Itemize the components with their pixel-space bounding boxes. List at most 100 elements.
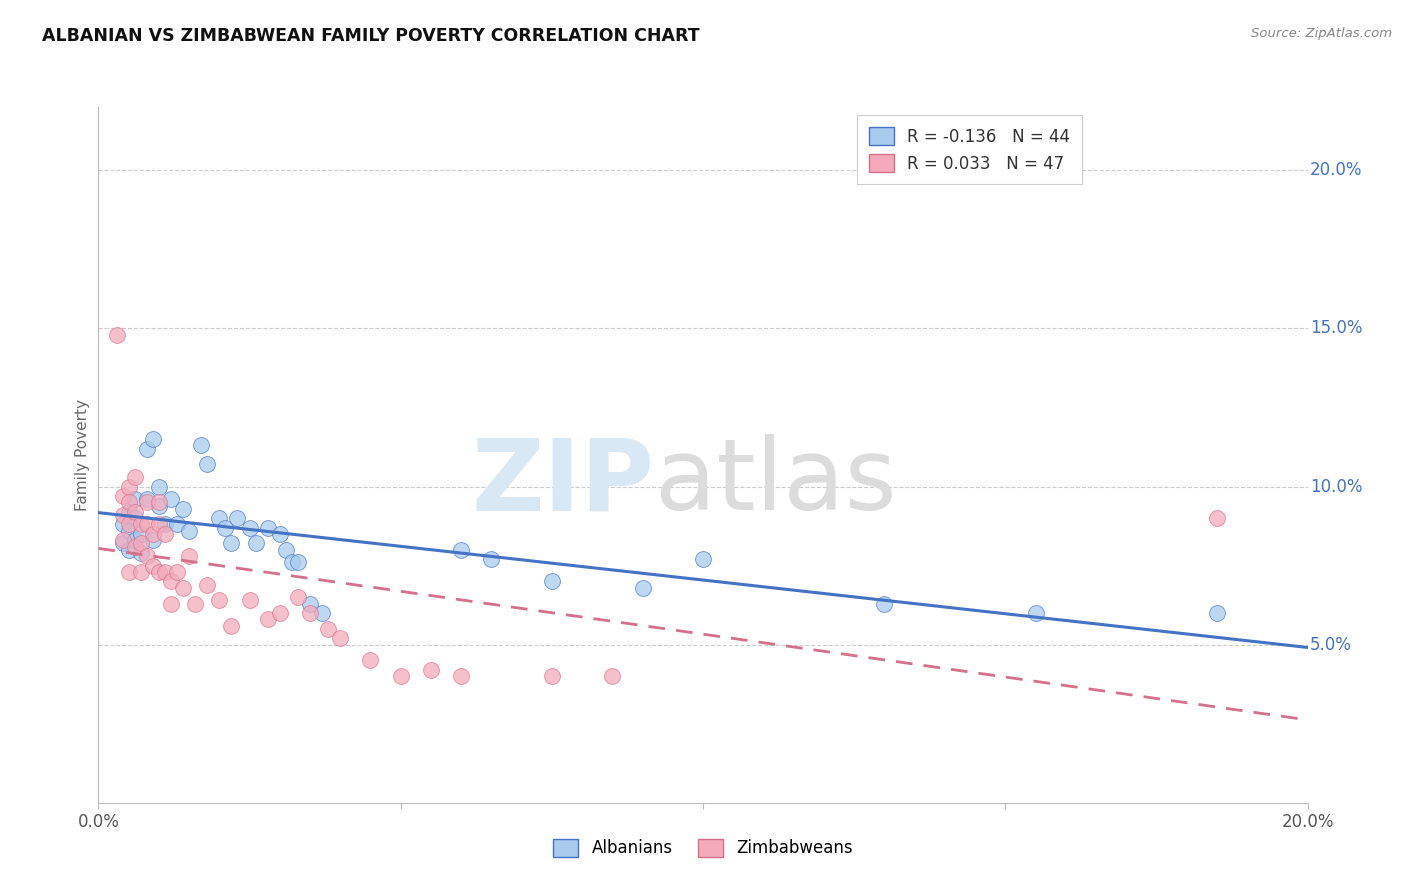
- Text: Source: ZipAtlas.com: Source: ZipAtlas.com: [1251, 27, 1392, 40]
- Point: [221, 618, 243, 632]
- Point: [153, 517, 176, 532]
- Point: [129, 565, 152, 579]
- Point: [153, 527, 176, 541]
- Point: [1024, 606, 1046, 620]
- Point: [160, 597, 183, 611]
- Point: [111, 533, 134, 548]
- Point: [111, 536, 134, 550]
- Point: [419, 663, 441, 677]
- Point: [299, 597, 322, 611]
- Text: ALBANIAN VS ZIMBABWEAN FAMILY POVERTY CORRELATION CHART: ALBANIAN VS ZIMBABWEAN FAMILY POVERTY CO…: [42, 27, 700, 45]
- Point: [329, 632, 352, 646]
- Point: [450, 669, 472, 683]
- Point: [602, 669, 624, 683]
- Point: [118, 505, 141, 519]
- Point: [299, 606, 322, 620]
- Point: [135, 517, 157, 532]
- Point: [135, 549, 157, 563]
- Point: [129, 517, 152, 532]
- Point: [135, 442, 157, 456]
- Point: [226, 511, 249, 525]
- Point: [316, 622, 339, 636]
- Point: [111, 517, 134, 532]
- Point: [239, 593, 262, 607]
- Point: [142, 558, 165, 573]
- Point: [256, 612, 278, 626]
- Point: [214, 521, 236, 535]
- Point: [124, 470, 146, 484]
- Point: [692, 552, 714, 566]
- Point: [177, 549, 201, 563]
- Point: [172, 501, 194, 516]
- Point: [148, 499, 170, 513]
- Point: [129, 527, 152, 541]
- Point: [177, 524, 201, 538]
- Point: [190, 438, 212, 452]
- Point: [360, 653, 382, 667]
- Point: [118, 495, 141, 509]
- Point: [239, 521, 262, 535]
- Point: [287, 591, 309, 605]
- Point: [287, 556, 309, 570]
- Point: [148, 479, 170, 493]
- Point: [135, 495, 157, 509]
- Point: [124, 492, 146, 507]
- Point: [208, 593, 231, 607]
- Point: [540, 669, 562, 683]
- Point: [540, 574, 562, 589]
- Point: [450, 542, 472, 557]
- Point: [124, 540, 146, 554]
- Point: [118, 479, 141, 493]
- Point: [195, 577, 218, 591]
- Point: [111, 508, 134, 522]
- Point: [160, 574, 183, 589]
- Point: [160, 492, 183, 507]
- Legend: Albanians, Zimbabweans: Albanians, Zimbabweans: [547, 832, 859, 864]
- Point: [208, 511, 231, 525]
- Point: [1206, 606, 1229, 620]
- Point: [256, 521, 278, 535]
- Point: [1206, 511, 1229, 525]
- Point: [129, 536, 152, 550]
- Point: [311, 606, 333, 620]
- Text: 5.0%: 5.0%: [1310, 636, 1353, 654]
- Point: [873, 597, 896, 611]
- Point: [148, 517, 170, 532]
- Text: 20.0%: 20.0%: [1310, 161, 1362, 179]
- Point: [245, 536, 267, 550]
- Point: [269, 527, 291, 541]
- Text: ZIP: ZIP: [472, 434, 655, 532]
- Point: [142, 527, 165, 541]
- Point: [148, 565, 170, 579]
- Point: [124, 533, 146, 548]
- Point: [166, 517, 188, 532]
- Text: 10.0%: 10.0%: [1310, 477, 1362, 496]
- Point: [195, 458, 218, 472]
- Point: [148, 495, 170, 509]
- Text: 15.0%: 15.0%: [1310, 319, 1362, 337]
- Y-axis label: Family Poverty: Family Poverty: [75, 399, 90, 511]
- Point: [111, 489, 134, 503]
- Point: [118, 565, 141, 579]
- Point: [105, 327, 128, 342]
- Point: [129, 546, 152, 560]
- Point: [142, 432, 165, 446]
- Point: [153, 565, 176, 579]
- Point: [135, 492, 157, 507]
- Point: [124, 511, 146, 525]
- Point: [166, 565, 188, 579]
- Point: [118, 517, 141, 532]
- Point: [481, 552, 503, 566]
- Point: [184, 597, 207, 611]
- Point: [281, 556, 304, 570]
- Text: atlas: atlas: [655, 434, 896, 532]
- Point: [124, 505, 146, 519]
- Point: [631, 581, 654, 595]
- Point: [221, 536, 243, 550]
- Point: [118, 524, 141, 538]
- Point: [172, 581, 194, 595]
- Point: [142, 533, 165, 548]
- Point: [269, 606, 291, 620]
- Point: [274, 542, 297, 557]
- Point: [389, 669, 412, 683]
